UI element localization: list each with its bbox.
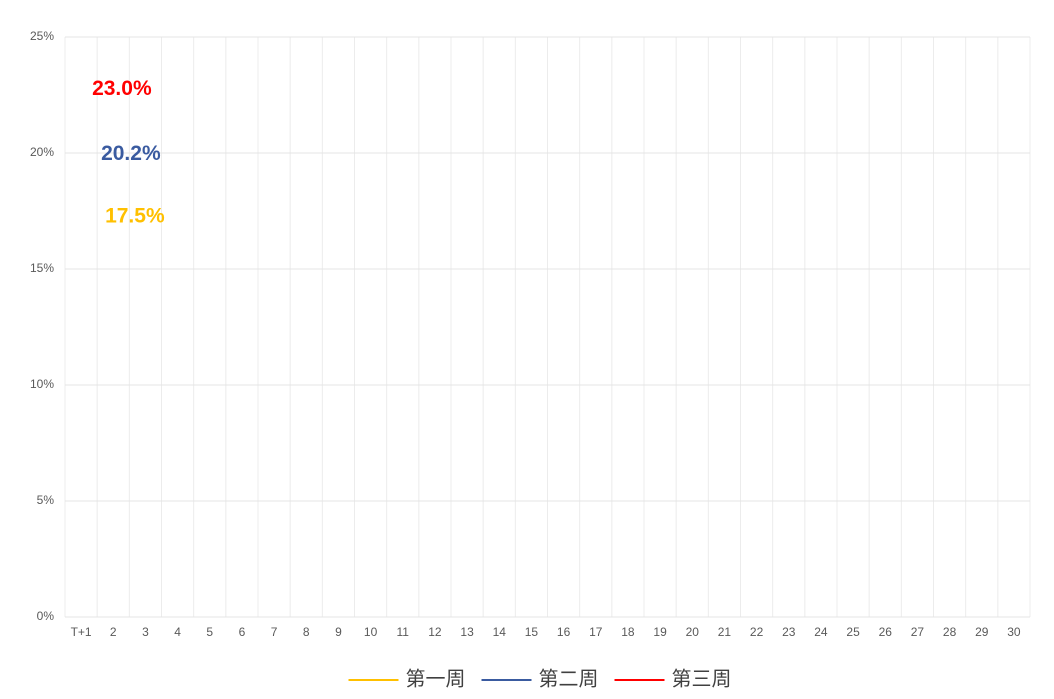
y-tick-label: 15% [30,261,54,275]
x-tick-label: 21 [718,625,732,639]
x-tick-label: 18 [621,625,635,639]
x-tick-label: 9 [335,625,342,639]
x-tick-label: 28 [943,625,957,639]
x-tick-label: 14 [493,625,507,639]
x-tick-label: 22 [750,625,764,639]
x-tick-label: 10 [364,625,378,639]
x-tick-label: 8 [303,625,310,639]
x-tick-label: T+1 [71,625,92,639]
data-label: 17.5% [105,205,165,228]
x-tick-label: 16 [557,625,571,639]
x-tick-label: 24 [814,625,828,639]
x-tick-label: 23 [782,625,796,639]
x-tick-label: 26 [879,625,893,639]
x-tick-label: 11 [397,625,410,639]
legend-label: 第一周 [406,667,466,690]
data-label: 20.2% [101,142,161,165]
x-tick-label: 15 [525,625,539,639]
x-tick-label: 29 [975,625,989,639]
x-tick-label: 6 [239,625,246,639]
legend-label: 第三周 [672,667,732,690]
y-tick-label: 0% [37,609,55,623]
x-tick-label: 25 [846,625,860,639]
x-tick-label: 2 [110,625,117,639]
x-tick-label: 13 [460,625,474,639]
x-tick-label: 19 [653,625,667,639]
x-tick-label: 20 [686,625,700,639]
x-tick-label: 4 [174,625,181,639]
y-tick-label: 25% [30,29,54,43]
data-label: 23.0% [92,77,152,100]
y-tick-label: 10% [30,377,54,391]
x-tick-label: 12 [428,625,442,639]
legend-label: 第二周 [539,667,599,690]
x-tick-label: 7 [271,625,278,639]
x-tick-label: 30 [1007,625,1021,639]
x-tick-label: 17 [589,625,603,639]
x-tick-label: 27 [911,625,925,639]
x-tick-label: 5 [206,625,213,639]
y-tick-label: 20% [30,145,54,159]
y-tick-label: 5% [37,493,55,507]
x-tick-label: 3 [142,625,149,639]
